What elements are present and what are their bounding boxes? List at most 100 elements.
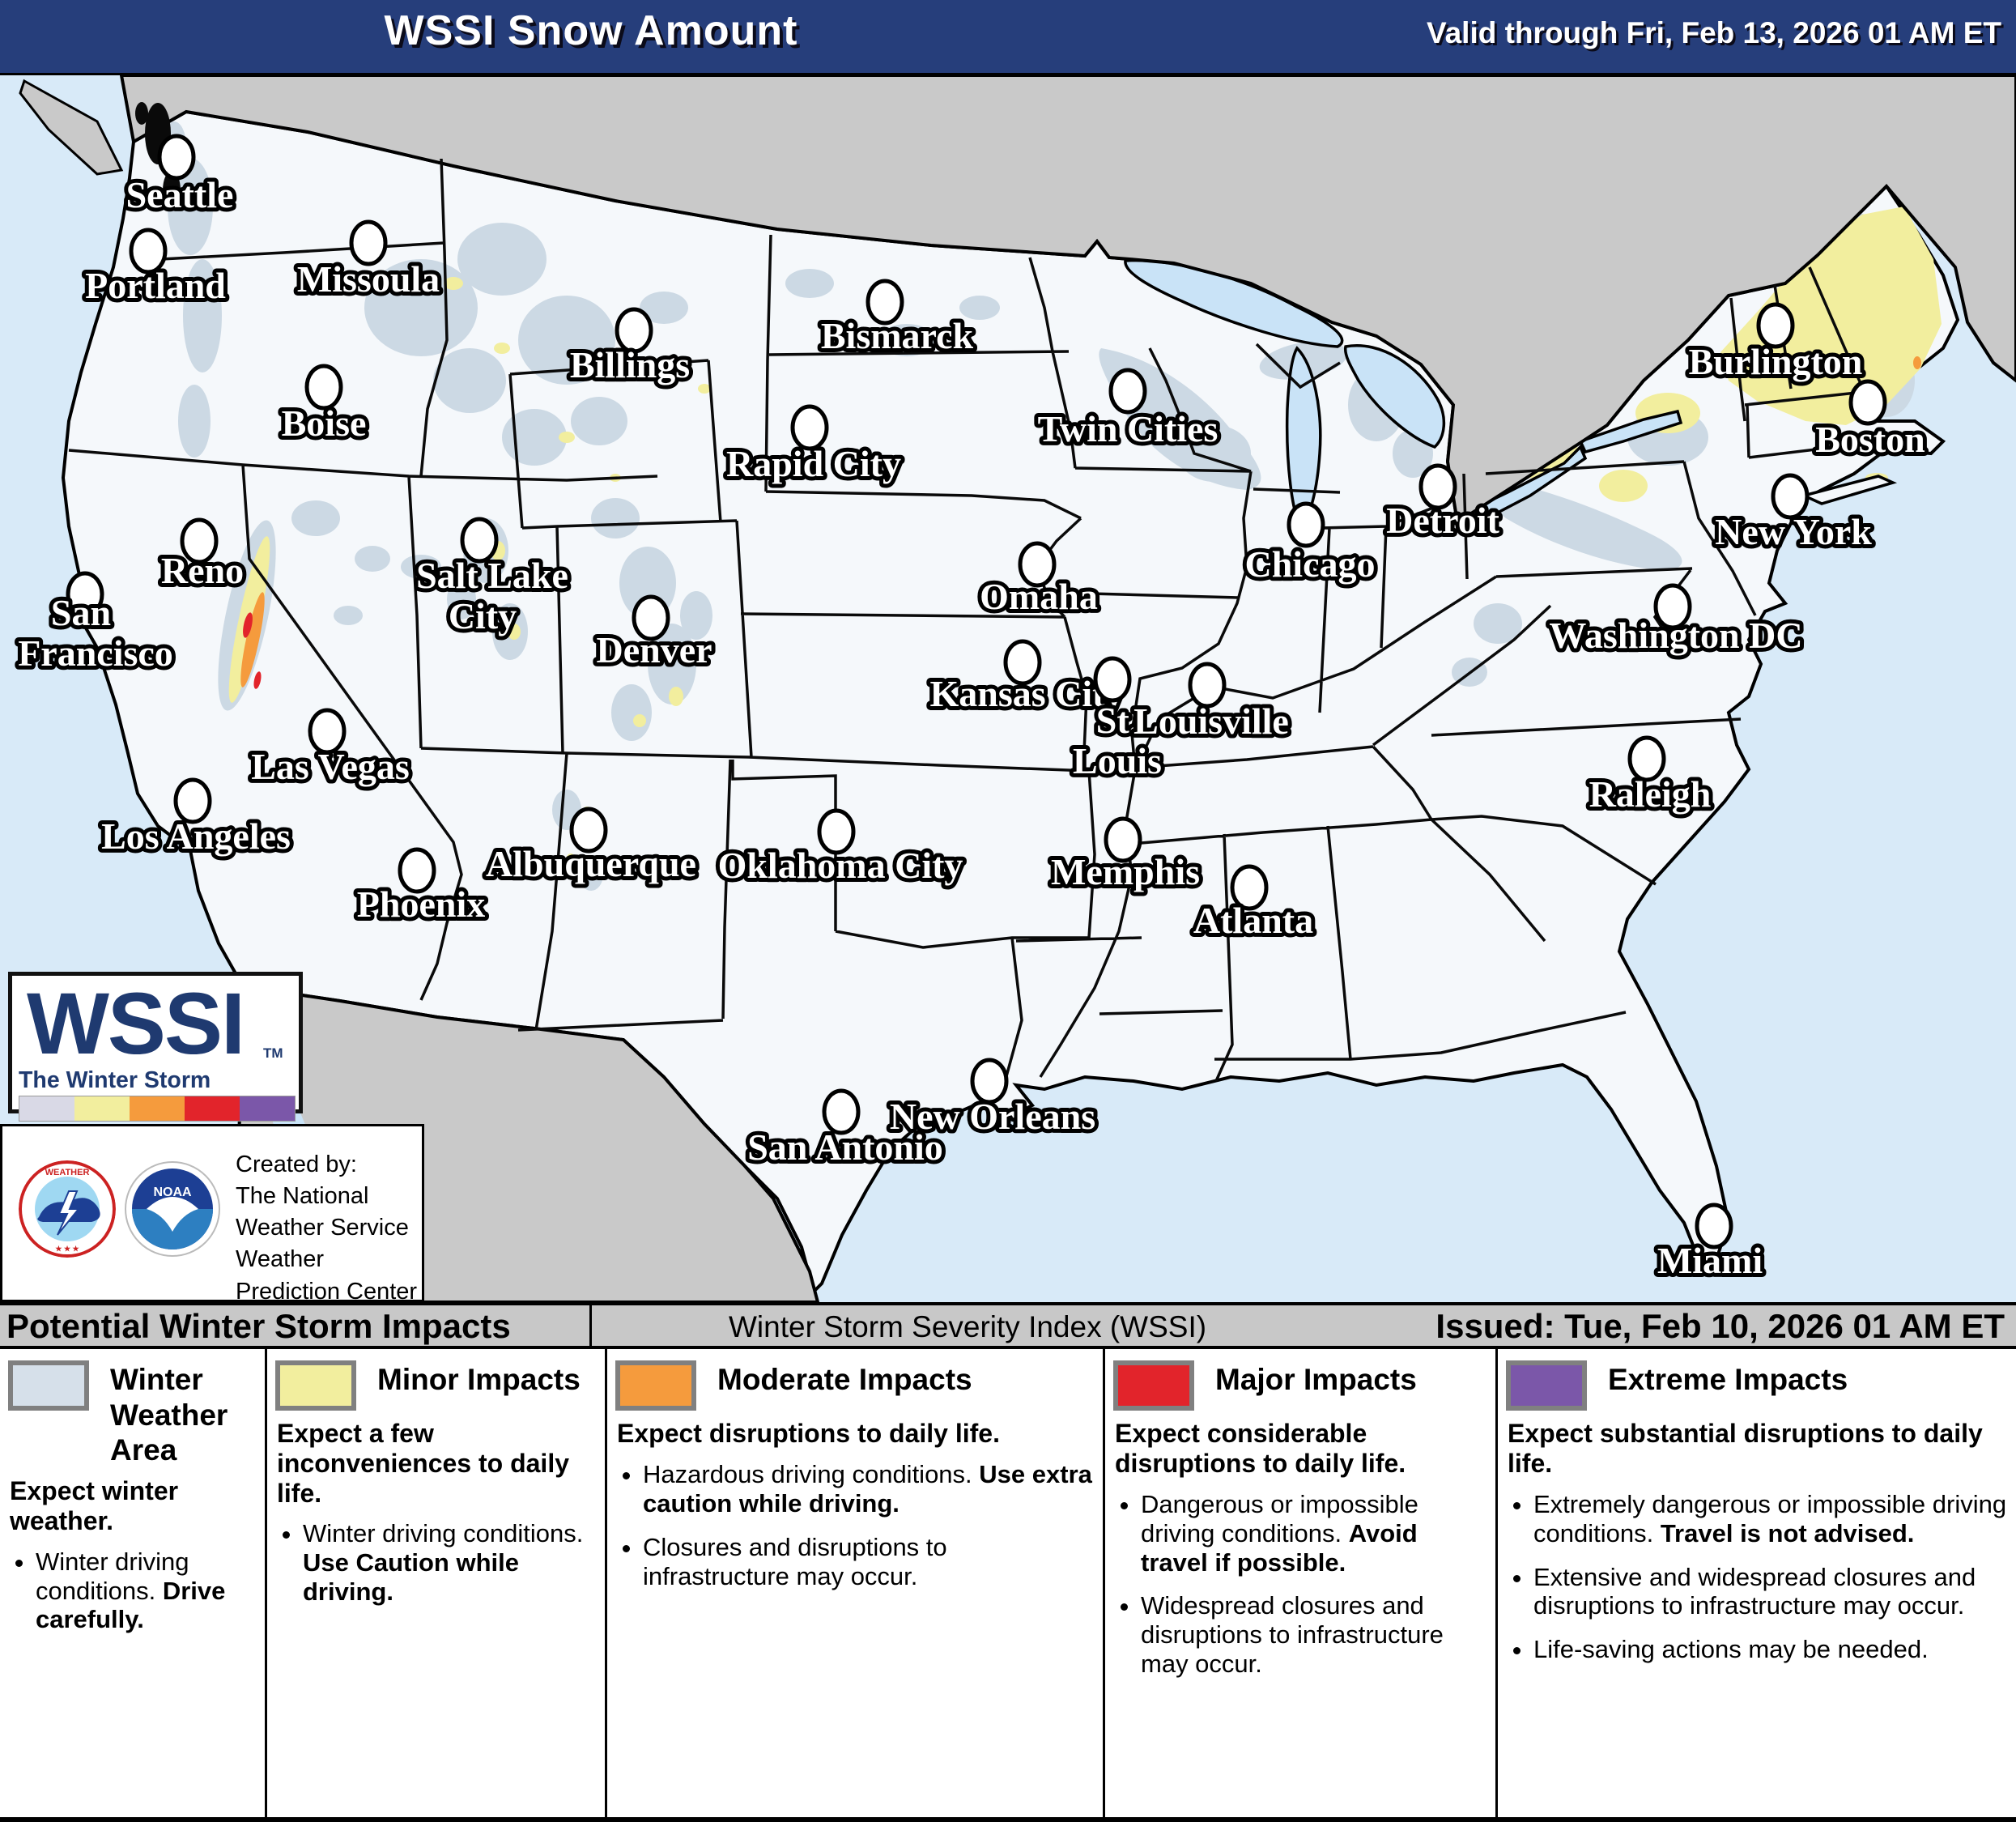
city-los-angeles: Los Angeles: [97, 777, 295, 861]
city-dot: [66, 571, 104, 618]
city-dot: [970, 1058, 1009, 1105]
long-island: [1799, 475, 1898, 505]
city-dot: [304, 364, 343, 411]
city-label: St.: [1096, 700, 1138, 741]
city-dot: [173, 777, 212, 824]
city-label: Louis: [1073, 740, 1162, 781]
legend-column-major-impacts: Major Impacts Expect considerable disrupt…: [1105, 1349, 1498, 1817]
city-label: Boston: [1815, 419, 1925, 460]
impacts-title-bar: Potential Winter Storm Impacts Winter St…: [0, 1302, 2016, 1349]
city-portland: Portland: [81, 228, 230, 310]
legend-bullet: Extremely dangerous or impossible drivin…: [1533, 1490, 2010, 1548]
city-bismarck: Bismarck: [817, 279, 978, 360]
city-burlington: Burlington: [1685, 302, 1866, 386]
city-label: City: [449, 595, 517, 636]
svg-text:NOAA: NOAA: [153, 1186, 192, 1199]
legend-title: Major Impacts: [1215, 1363, 1417, 1396]
city-louisville: Louisville: [1129, 662, 1293, 746]
city-label: Oklahoma City: [718, 845, 963, 886]
attribution-line1: Created by:: [236, 1152, 357, 1177]
city-albuquerque: Albuquerque: [482, 807, 700, 888]
wssi-logo-word: WSSI: [27, 974, 245, 1072]
city-dot: [632, 594, 670, 641]
city-dot: [1695, 1203, 1733, 1249]
city-dot: [1230, 864, 1269, 911]
legend-bullet: Closures and disruptions to infrastructu…: [643, 1533, 1096, 1591]
city-label: Washington DC: [1549, 615, 1802, 656]
nws-seal-icon: WEATHER ★ ★ ★: [19, 1160, 116, 1258]
legend-bullet: Dangerous or impossible driving conditio…: [1141, 1490, 1489, 1577]
city-label: Chicago: [1245, 543, 1376, 585]
header-bar: WSSI Snow Amount Valid through Fri, Feb …: [0, 0, 2016, 75]
impacts-bar-center-label: Winter Storm Severity Index (WSSI): [729, 1310, 1207, 1343]
issued-text: Issued: Tue, Feb 10, 2026 01 AM ET: [1435, 1307, 2005, 1345]
city-label: Bismarck: [821, 315, 974, 356]
impacts-bar-divider: [589, 1305, 592, 1346]
legend-title: Extreme Impacts: [1608, 1363, 1848, 1396]
city-label: New Orleans: [890, 1096, 1095, 1137]
city-label: Los Angeles: [101, 815, 291, 857]
svg-text:WEATHER: WEATHER: [45, 1168, 90, 1177]
city-dot: [398, 847, 436, 894]
canada-land: [119, 75, 2016, 526]
legend-bullet-list: Winter driving conditions. Use Caution w…: [275, 1519, 598, 1607]
city-dot: [817, 808, 856, 855]
city-dot: [790, 404, 829, 451]
wssi-scale-segment: [74, 1096, 130, 1121]
city-dot: [1108, 368, 1147, 415]
svg-text:★ ★ ★: ★ ★ ★: [55, 1245, 79, 1253]
city-washington-dc: Washington DC: [1545, 583, 1807, 660]
vancouver-island: [19, 79, 124, 176]
city-label: Phoenix: [357, 883, 485, 925]
city-dot: [308, 708, 347, 755]
attribution-box: WEATHER ★ ★ ★ NOAA Created by: The Natio…: [0, 1124, 424, 1305]
attribution-line2: The National Weather Service: [236, 1183, 409, 1241]
moderate-major-shading: [240, 356, 1921, 689]
us-wssi-map: Seattle Portland Missoula Boise Billings Bism…: [0, 75, 2016, 1305]
city-billings: Billings: [566, 307, 694, 390]
city-dot: [157, 134, 196, 181]
wssi-logo-box: WSSI TM The Winter Storm Severity Index: [8, 972, 303, 1122]
city-dot: [349, 219, 388, 266]
legend-column-extreme-impacts: Extreme Impacts Expect substantial disrup…: [1498, 1349, 2016, 1817]
city-markers-layer: Seattle Portland Missoula Boise Billings Bism…: [14, 134, 1929, 1285]
city-atlanta: Atlanta: [1189, 864, 1317, 945]
legend-bullet: Winter driving conditions. Use Caution w…: [303, 1519, 598, 1607]
legend-swatch: [1506, 1360, 1587, 1411]
city-label: Detroit: [1386, 500, 1499, 541]
legend-column-moderate-impacts: Moderate Impacts Expect disruptions to da…: [607, 1349, 1105, 1817]
city-label: Las Vegas: [251, 746, 410, 787]
legend-column-winter-weather-area: Winter Weather Area Expect winter weather…: [0, 1349, 267, 1817]
legend-swatch: [8, 1360, 89, 1411]
city-label: San: [51, 592, 111, 633]
legend-column-minor-impacts: Minor Impacts Expect a few inconveniences…: [267, 1349, 607, 1817]
city-twin-cities: Twin Cities: [1034, 368, 1222, 453]
city-label: Rapid City: [726, 443, 901, 484]
legend-title: Minor Impacts: [377, 1363, 581, 1396]
page-title: WSSI Snow Amount: [384, 7, 798, 54]
city-label: Seattle: [126, 174, 234, 215]
attribution-text: Created by: The National Weather Service…: [236, 1149, 422, 1308]
legend-bullet: Widespread closures and disruptions to i…: [1141, 1591, 1489, 1679]
legend-bullet: Winter driving conditions. Drive careful…: [36, 1547, 258, 1635]
city-miami: Miami: [1653, 1203, 1767, 1285]
impacts-bar-left-label: Potential Winter Storm Impacts: [6, 1307, 511, 1345]
valid-through-text: Valid through Fri, Feb 13, 2026 01 AM ET: [1426, 16, 2001, 49]
legend-bullet-list: Hazardous driving conditions. Use extra …: [615, 1460, 1096, 1591]
city-dot: [180, 517, 219, 564]
city-boise: Boise: [278, 364, 370, 448]
city-dot: [1771, 473, 1810, 520]
noaa-seal-icon: NOAA: [125, 1161, 220, 1257]
city-dot: [569, 807, 608, 854]
legend-bullet-list: Winter driving conditions. Drive careful…: [8, 1547, 258, 1635]
city-label: Raleigh: [1589, 773, 1712, 815]
city-label: Missoula: [297, 258, 440, 300]
city-seattle: Seattle: [122, 134, 237, 219]
attribution-line3: Weather Prediction Center: [236, 1246, 418, 1305]
legend-bullet-list: Extremely dangerous or impossible drivin…: [1506, 1490, 2010, 1665]
city-oklahoma-city: Oklahoma City: [714, 808, 967, 890]
legend-bullet-list: Dangerous or impossible driving conditio…: [1113, 1490, 1489, 1679]
city-label: Albuquerque: [486, 843, 696, 884]
city-dot: [1287, 501, 1325, 548]
